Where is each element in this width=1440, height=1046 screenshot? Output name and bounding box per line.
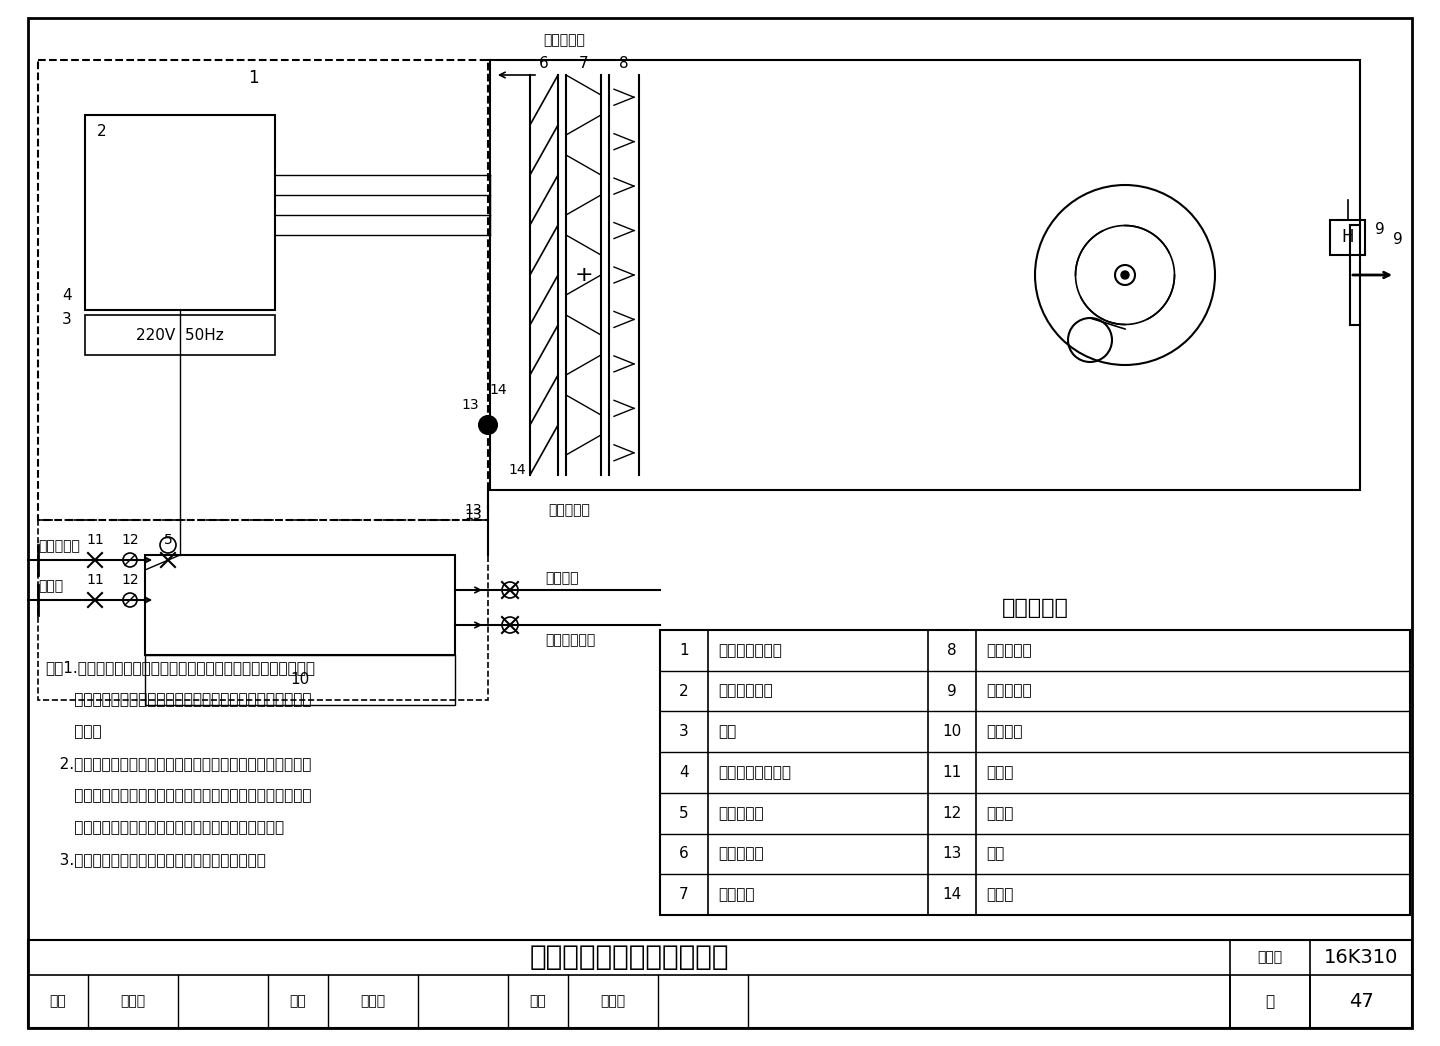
Text: 5: 5 xyxy=(164,533,173,547)
Text: 6: 6 xyxy=(539,55,549,70)
Text: 13: 13 xyxy=(464,503,482,517)
Text: 湿度传感器: 湿度传感器 xyxy=(986,684,1031,699)
Text: 过滤器: 过滤器 xyxy=(986,805,1014,821)
Text: 9: 9 xyxy=(1392,232,1403,248)
Text: 11: 11 xyxy=(86,573,104,587)
Text: 页: 页 xyxy=(1266,994,1274,1009)
Text: 审核: 审核 xyxy=(49,995,66,1008)
Text: 加热盘管: 加热盘管 xyxy=(719,887,755,902)
Text: 12: 12 xyxy=(942,805,962,821)
Text: 14: 14 xyxy=(490,383,507,397)
Text: 7: 7 xyxy=(579,55,589,70)
Text: 加湿器控制器: 加湿器控制器 xyxy=(719,684,773,699)
Text: 加湿器喷管: 加湿器喷管 xyxy=(986,643,1031,658)
Circle shape xyxy=(1120,271,1129,279)
Text: 12: 12 xyxy=(121,533,138,547)
Text: 2: 2 xyxy=(680,684,688,699)
Text: 12: 12 xyxy=(121,573,138,587)
Bar xyxy=(145,655,455,705)
Text: 16K310: 16K310 xyxy=(1323,948,1398,967)
Text: 3: 3 xyxy=(62,313,72,327)
Circle shape xyxy=(480,416,497,434)
Text: 接空调机组控制箱: 接空调机组控制箱 xyxy=(719,765,791,780)
Text: 间接蒸汽加湿器控制原理图: 间接蒸汽加湿器控制原理图 xyxy=(530,943,729,972)
Text: 徐立平: 徐立平 xyxy=(121,995,145,1008)
Text: 设计: 设计 xyxy=(530,995,546,1008)
Bar xyxy=(1331,220,1365,255)
Text: 校对: 校对 xyxy=(289,995,307,1008)
Text: 空气过滤器: 空气过滤器 xyxy=(719,846,763,862)
Text: 4: 4 xyxy=(62,288,72,302)
Bar xyxy=(490,60,1359,490)
Text: 13: 13 xyxy=(464,508,482,522)
Text: 刘海滨: 刘海滨 xyxy=(360,995,386,1008)
Text: 10: 10 xyxy=(942,724,962,740)
Bar xyxy=(37,60,488,520)
Bar xyxy=(145,555,455,655)
Text: 2: 2 xyxy=(96,123,107,138)
Text: 4: 4 xyxy=(680,765,688,780)
Text: 冷凝水管: 冷凝水管 xyxy=(544,571,579,585)
Text: 调节阀开度调小，减少加湿量；当送风湿度小于设定值时，: 调节阀开度调小，减少加湿量；当送风湿度小于设定值时， xyxy=(45,788,311,803)
Text: 11: 11 xyxy=(86,533,104,547)
Text: 截止阀: 截止阀 xyxy=(986,765,1014,780)
Text: 开启。: 开启。 xyxy=(45,724,102,740)
Text: 主要附件表: 主要附件表 xyxy=(1002,598,1068,618)
Text: 加热水箱: 加热水箱 xyxy=(986,724,1022,740)
Text: 14: 14 xyxy=(508,463,526,477)
Bar xyxy=(660,630,1410,915)
Text: 图集号: 图集号 xyxy=(1257,951,1283,964)
Text: 电源: 电源 xyxy=(719,724,736,740)
Text: 8: 8 xyxy=(948,643,956,658)
Text: 3.当空调机组停止工作时，加湿器主机停止工作。: 3.当空调机组停止工作时，加湿器主机停止工作。 xyxy=(45,852,266,867)
Bar xyxy=(85,315,275,355)
Text: 疏水器: 疏水器 xyxy=(986,887,1014,902)
Text: 13: 13 xyxy=(461,397,480,412)
Text: 1: 1 xyxy=(680,643,688,658)
Text: 闸阀: 闸阀 xyxy=(986,846,1004,862)
Text: 间接蒸汽加湿器: 间接蒸汽加湿器 xyxy=(719,643,782,658)
Bar xyxy=(27,940,1413,1028)
Bar xyxy=(85,115,275,310)
Text: 14: 14 xyxy=(942,887,962,902)
Text: 加湿器排水管: 加湿器排水管 xyxy=(544,633,595,647)
Text: 二次蒸汽管: 二次蒸汽管 xyxy=(549,503,590,517)
Text: 5: 5 xyxy=(680,805,688,821)
Text: +: + xyxy=(575,265,593,285)
Text: H: H xyxy=(1341,228,1354,247)
Text: 220V  50Hz: 220V 50Hz xyxy=(137,327,223,342)
Text: 6: 6 xyxy=(680,846,688,862)
Text: 阀关闭；当送风湿度小于设定值时，一次蒸汽管道上电动阀: 阀关闭；当送风湿度小于设定值时，一次蒸汽管道上电动阀 xyxy=(45,692,311,707)
Text: 一次蒸汽管道上电动调节阀开度调大，增加加湿量。: 一次蒸汽管道上电动调节阀开度调大，增加加湿量。 xyxy=(45,820,284,835)
Bar xyxy=(37,520,488,700)
Text: 7: 7 xyxy=(680,887,688,902)
Text: 10: 10 xyxy=(291,673,310,687)
Text: 给水管: 给水管 xyxy=(37,579,63,593)
Text: 电动调节阀: 电动调节阀 xyxy=(719,805,763,821)
Text: 9: 9 xyxy=(948,684,956,699)
Circle shape xyxy=(1115,265,1135,285)
Text: 1: 1 xyxy=(248,69,258,87)
Text: 11: 11 xyxy=(942,765,962,780)
Text: 注：1.开关调节：当送风湿度大于设定值时，一次蒸汽管道上电动: 注：1.开关调节：当送风湿度大于设定值时，一次蒸汽管道上电动 xyxy=(45,660,315,675)
Text: 13: 13 xyxy=(942,846,962,862)
Text: 张亚翎: 张亚翎 xyxy=(600,995,625,1008)
Text: 3: 3 xyxy=(680,724,688,740)
Text: 二次蒸汽管: 二次蒸汽管 xyxy=(543,33,585,47)
Text: 9: 9 xyxy=(1375,223,1385,237)
Text: 2.比例调节：当送风湿度大于设定值时，一次蒸汽管道上电动: 2.比例调节：当送风湿度大于设定值时，一次蒸汽管道上电动 xyxy=(45,756,311,771)
Text: 一次蒸汽管: 一次蒸汽管 xyxy=(37,539,79,553)
Text: 47: 47 xyxy=(1349,992,1374,1011)
Text: 8: 8 xyxy=(619,55,629,70)
